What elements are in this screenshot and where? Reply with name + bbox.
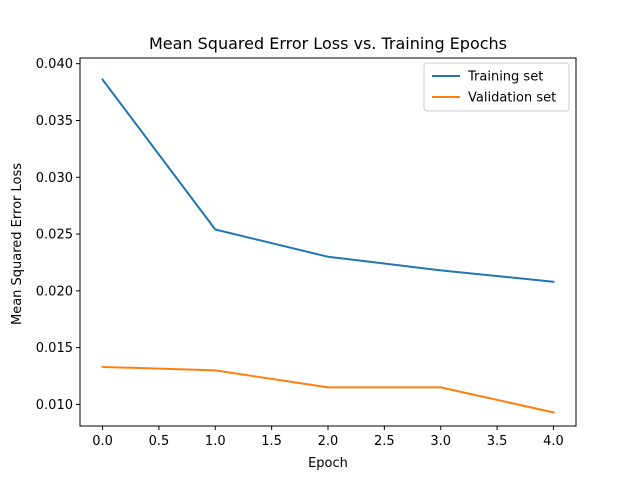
legend-label-training: Training set bbox=[467, 70, 543, 85]
x-axis: 0.0 0.5 1.0 1.5 2.0 2.5 3.0 3.5 4.0 bbox=[92, 426, 564, 449]
legend: Training set Validation set bbox=[423, 62, 570, 112]
x-tick-label: 2.0 bbox=[318, 434, 339, 449]
legend-label-validation: Validation set bbox=[468, 91, 556, 106]
y-axis-label: Mean Squared Error Loss bbox=[10, 163, 25, 325]
chart-title: Mean Squared Error Loss vs. Training Epo… bbox=[149, 34, 507, 53]
y-tick-label: 0.010 bbox=[36, 398, 73, 413]
x-tick-label: 1.0 bbox=[205, 434, 226, 449]
y-tick-label: 0.030 bbox=[36, 171, 73, 186]
x-tick-label: 4.0 bbox=[543, 434, 564, 449]
y-tick-label: 0.040 bbox=[36, 57, 73, 72]
x-tick-label: 3.5 bbox=[487, 434, 508, 449]
y-axis: 0.010 0.015 0.020 0.025 0.030 0.035 0.040 bbox=[36, 57, 80, 413]
series-line-1 bbox=[101, 365, 555, 414]
series-layer bbox=[101, 78, 555, 414]
x-axis-label: Epoch bbox=[308, 456, 348, 471]
y-tick-label: 0.025 bbox=[36, 228, 73, 243]
x-tick-label: 1.5 bbox=[261, 434, 282, 449]
series-line-0 bbox=[101, 78, 555, 283]
x-tick-label: 2.5 bbox=[374, 434, 395, 449]
legend-box bbox=[423, 62, 570, 112]
x-tick-label: 0.5 bbox=[149, 434, 170, 449]
y-tick-label: 0.015 bbox=[36, 341, 73, 356]
y-tick-label: 0.020 bbox=[36, 284, 73, 299]
x-tick-label: 3.0 bbox=[430, 434, 451, 449]
y-tick-label: 0.035 bbox=[36, 114, 73, 129]
x-tick-label: 0.0 bbox=[92, 434, 113, 449]
